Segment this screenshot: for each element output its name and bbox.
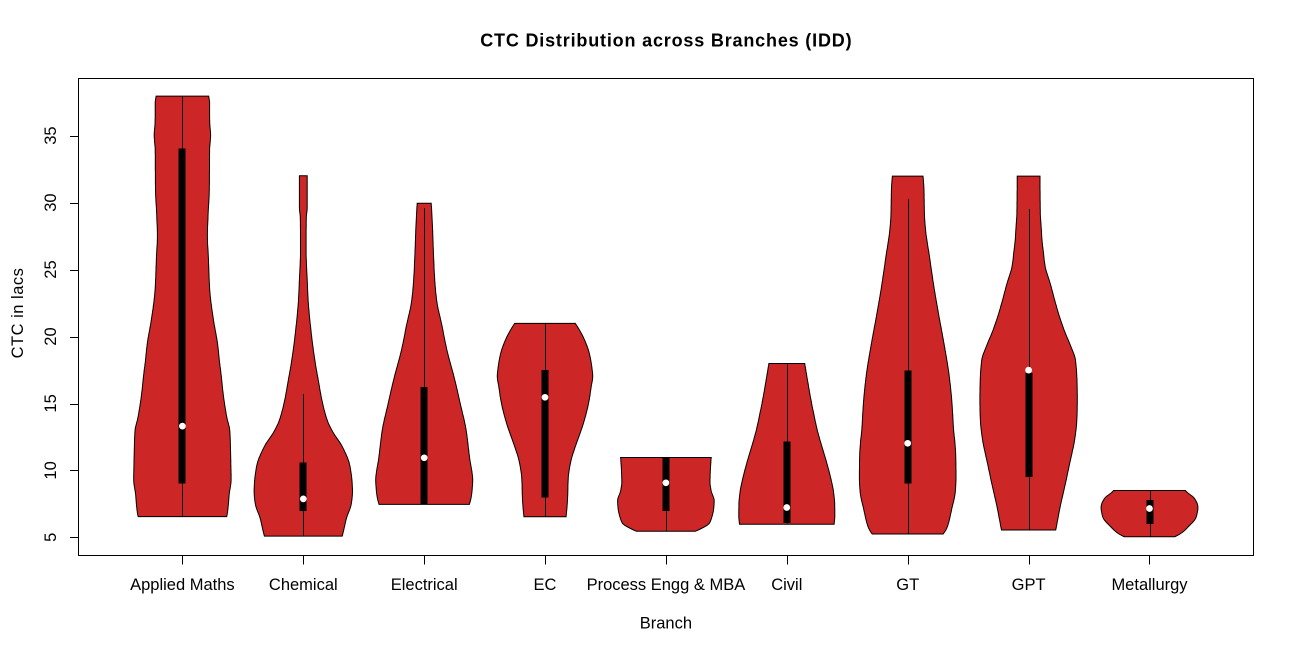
svg-text:EC: EC — [534, 576, 557, 594]
svg-text:Electrical: Electrical — [391, 576, 458, 594]
svg-text:30: 30 — [42, 193, 60, 211]
svg-text:Chemical: Chemical — [269, 576, 338, 594]
svg-text:Applied Maths: Applied Maths — [130, 576, 235, 594]
svg-text:35: 35 — [42, 126, 60, 144]
svg-text:GT: GT — [896, 576, 919, 594]
svg-text:Civil: Civil — [771, 576, 802, 594]
svg-text:20: 20 — [42, 327, 60, 345]
svg-text:CTC Distribution across Branch: CTC Distribution across Branches (IDD) — [480, 31, 852, 51]
svg-text:Process Engg & MBA: Process Engg & MBA — [587, 576, 746, 594]
svg-text:5: 5 — [42, 533, 60, 542]
svg-text:CTC in lacs: CTC in lacs — [9, 268, 27, 359]
svg-text:25: 25 — [42, 260, 60, 278]
svg-text:Branch: Branch — [640, 615, 692, 633]
svg-text:Metallurgy: Metallurgy — [1111, 576, 1188, 594]
svg-text:GPT: GPT — [1012, 576, 1046, 594]
svg-text:10: 10 — [42, 461, 60, 479]
svg-text:15: 15 — [42, 394, 60, 412]
